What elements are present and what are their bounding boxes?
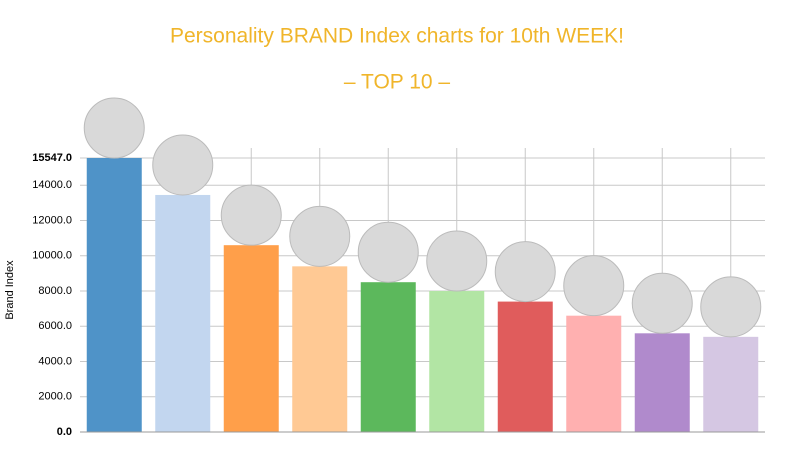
avatar [426,230,488,292]
chart-subtitle: – TOP 10 – [344,71,451,94]
bar [703,336,759,432]
y-tick-label: 0.0 [57,426,72,438]
y-tick-label: 2000.0 [38,391,72,403]
y-tick-label: 12000.0 [32,214,72,226]
avatar [152,134,214,196]
y-tick-label: 14000.0 [32,179,72,191]
bar [634,333,690,432]
avatar [289,205,351,267]
y-tick-label: 10000.0 [32,250,72,262]
avatar [357,221,419,283]
y-tick-label: 6000.0 [38,320,72,332]
avatar [700,276,762,338]
y-tick-label: 8000.0 [38,285,72,297]
y-tick-label: 4000.0 [38,355,72,367]
avatar [494,241,556,303]
bar [497,301,553,432]
bar [566,315,622,432]
y-axis-label: Brand Index [4,260,16,320]
avatar [220,184,282,246]
bar [155,194,211,432]
bar [292,266,348,432]
avatar [563,255,625,317]
bar [360,282,416,432]
bar [429,291,485,432]
avatar [631,272,693,334]
bar [86,158,142,432]
chart-title: Personality BRAND Index charts for 10th … [170,25,624,48]
avatar [83,97,145,159]
bar [223,245,279,432]
y-tick-label: 15547.0 [32,152,72,164]
